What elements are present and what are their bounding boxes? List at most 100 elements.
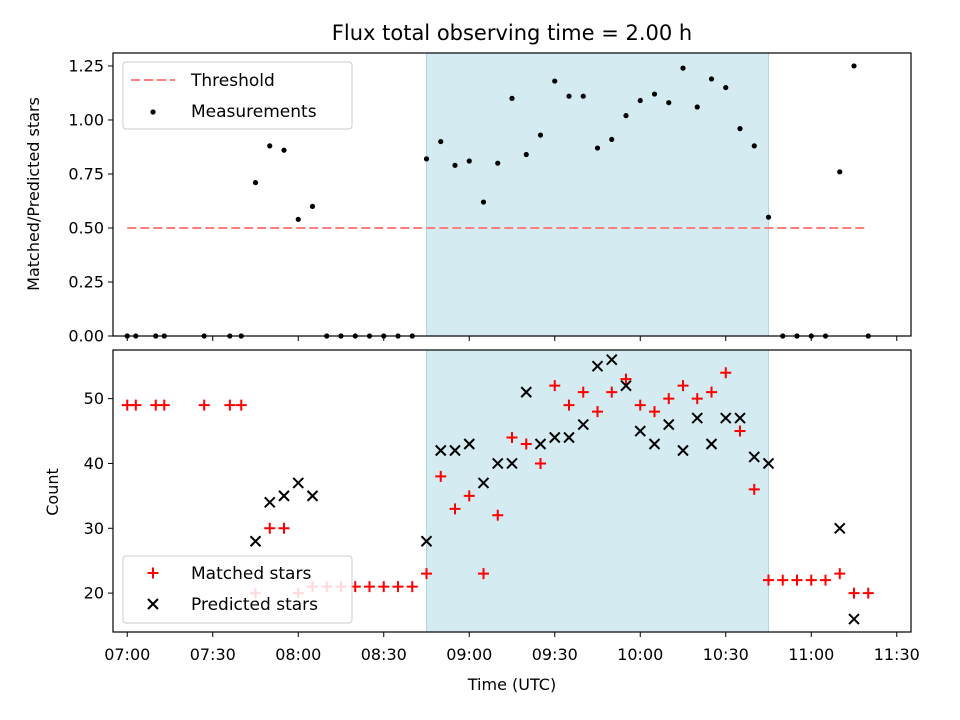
- data-point: [848, 587, 860, 599]
- data-point: [777, 574, 789, 586]
- data-point: [477, 477, 490, 489]
- data-point: [563, 431, 575, 444]
- data-point: [677, 380, 689, 392]
- legend-matched-swatch: [147, 567, 159, 579]
- data-point: [694, 104, 700, 110]
- y-tick-label: 0.25: [68, 272, 104, 291]
- data-point: [706, 386, 717, 398]
- data-point: [748, 483, 760, 495]
- count-panel: 20 30 40 50 07:00 07:30 08:00 08:30 09:00 09:30 10…: [84, 349, 920, 664]
- data-point: [406, 581, 418, 593]
- data-point: [449, 503, 461, 515]
- data-point: [748, 451, 760, 463]
- axes-frame: [112, 52, 912, 337]
- count-y-axis-label: Count: [43, 468, 62, 516]
- series-2-markers: [249, 354, 860, 625]
- data-point: [509, 95, 515, 101]
- data-point: [651, 91, 658, 97]
- data-point: [495, 160, 501, 166]
- data-point: [392, 581, 404, 593]
- data-point: [594, 145, 601, 151]
- chart-title: Flux total observing time = 2.00 h: [332, 21, 692, 45]
- data-point: [606, 386, 618, 398]
- data-point: [623, 113, 629, 119]
- y-tick-label: 30: [84, 519, 104, 538]
- data-point: [492, 457, 504, 470]
- data-point: [592, 406, 603, 418]
- data-point: [563, 399, 575, 411]
- data-point: [278, 490, 290, 502]
- data-point: [577, 386, 589, 398]
- data-point: [198, 399, 210, 411]
- x-tick-label: 08:30: [361, 645, 407, 664]
- data-point: [235, 399, 247, 411]
- data-point: [591, 360, 604, 372]
- data-point: [763, 574, 774, 586]
- data-point: [634, 399, 646, 411]
- data-point: [862, 587, 874, 599]
- data-point: [552, 78, 558, 84]
- data-point: [734, 412, 746, 424]
- data-point: [765, 214, 772, 220]
- x-tick-label: 09:00: [446, 645, 492, 664]
- data-point: [762, 457, 775, 470]
- data-point: [649, 406, 660, 418]
- data-point: [466, 158, 472, 164]
- x-tick-label: 08:00: [275, 645, 321, 664]
- data-point: [648, 438, 661, 450]
- data-point: [420, 535, 433, 547]
- data-point: [720, 412, 732, 424]
- data-point: [691, 393, 703, 405]
- data-point: [848, 613, 860, 625]
- data-point: [805, 574, 817, 586]
- data-point: [820, 574, 831, 586]
- x-tick-label: 11:30: [874, 645, 920, 664]
- legend-predicted-swatch: [147, 598, 159, 610]
- y-tick-label: 1.25: [68, 56, 104, 75]
- data-point: [506, 457, 518, 470]
- data-point: [292, 477, 304, 489]
- y-tick-label: 1.00: [68, 110, 104, 129]
- data-point: [680, 65, 686, 71]
- legend-box: [122, 61, 353, 130]
- data-point: [252, 180, 259, 186]
- ratio-legend: Threshold Measurements: [122, 61, 353, 130]
- x-tick-label: 11:00: [788, 645, 834, 664]
- data-point: [435, 444, 447, 457]
- y-tick-label: 40: [84, 454, 104, 473]
- data-point: [663, 418, 675, 431]
- data-point: [492, 509, 504, 521]
- data-point: [634, 425, 646, 437]
- data-point: [423, 156, 430, 162]
- data-point: [580, 93, 586, 99]
- data-point: [478, 568, 489, 580]
- data-point: [224, 399, 236, 411]
- legend-box: [122, 555, 353, 624]
- data-point: [549, 380, 561, 392]
- data-point: [295, 216, 301, 222]
- y-tick-label: 20: [84, 584, 104, 603]
- data-point: [158, 399, 170, 411]
- legend-label: Measurements: [191, 102, 317, 122]
- data-point: [577, 418, 589, 431]
- data-point: [463, 438, 475, 450]
- data-point: [278, 522, 290, 534]
- data-point: [452, 162, 458, 168]
- data-point: [281, 147, 287, 153]
- data-point: [723, 84, 729, 91]
- data-point: [267, 143, 273, 149]
- legend-label: Threshold: [190, 71, 275, 91]
- data-point: [364, 581, 375, 593]
- data-point: [834, 568, 846, 580]
- data-point: [309, 203, 316, 209]
- data-point: [264, 496, 276, 509]
- data-point: [691, 412, 703, 424]
- observation-window-span: [426, 52, 769, 337]
- data-point: [130, 399, 142, 411]
- y-tick-label: 0.00: [68, 327, 104, 346]
- data-point: [666, 100, 672, 106]
- data-point: [566, 93, 572, 99]
- x-tick-label: 10:30: [703, 645, 749, 664]
- x-tick-label: 10:00: [617, 645, 663, 664]
